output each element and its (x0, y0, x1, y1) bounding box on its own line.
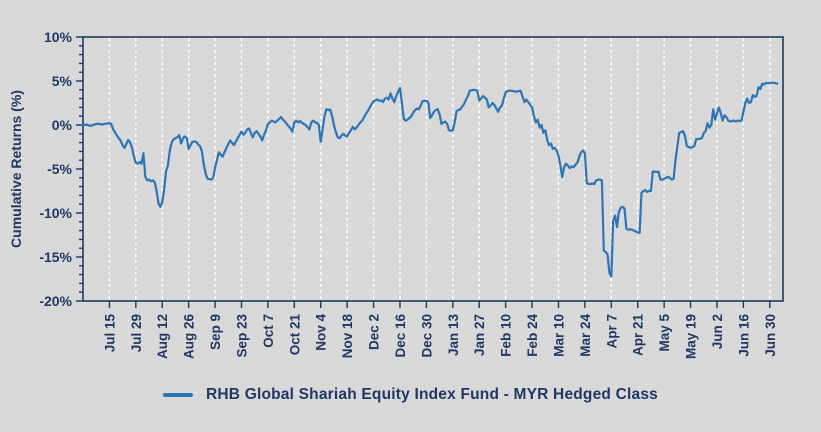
svg-text:-15%: -15% (39, 249, 72, 265)
svg-text:5%: 5% (52, 73, 73, 89)
svg-text:Feb 10: Feb 10 (499, 314, 514, 357)
svg-text:Aug 12: Aug 12 (155, 314, 170, 359)
svg-text:Oct 21: Oct 21 (287, 314, 302, 356)
legend-line-swatch-icon (163, 393, 194, 397)
svg-text:-10%: -10% (39, 205, 72, 221)
svg-text:Aug 26: Aug 26 (182, 314, 197, 360)
svg-text:Cumulative Returns (%): Cumulative Returns (%) (8, 90, 24, 248)
svg-text:Oct 7: Oct 7 (261, 314, 276, 348)
svg-text:Nov 4: Nov 4 (314, 314, 329, 351)
svg-text:Mar 24: Mar 24 (578, 314, 593, 357)
legend-label: RHB Global Shariah Equity Index Fund - M… (206, 386, 658, 403)
svg-text:May 19: May 19 (684, 314, 699, 359)
svg-text:-5%: -5% (47, 161, 72, 177)
svg-text:Nov 18: Nov 18 (340, 314, 355, 359)
svg-text:Dec 2: Dec 2 (367, 314, 382, 350)
svg-text:Apr 7: Apr 7 (604, 314, 619, 349)
svg-text:Mar 10: Mar 10 (551, 314, 566, 357)
svg-text:Jul 15: Jul 15 (102, 314, 117, 353)
svg-text:May 5: May 5 (657, 314, 672, 352)
svg-text:Apr 21: Apr 21 (631, 314, 646, 357)
svg-text:Sep 9: Sep 9 (208, 314, 223, 350)
svg-text:Jan 13: Jan 13 (446, 314, 461, 357)
svg-text:Dec 30: Dec 30 (419, 314, 434, 358)
svg-text:10%: 10% (44, 29, 73, 45)
legend: RHB Global Shariah Equity Index Fund - M… (0, 386, 821, 404)
svg-text:Sep 23: Sep 23 (234, 314, 249, 358)
cumulative-returns-plot: 10% 5% 0% -5% -10% -15% -20% Jul 15 Jul 29 Aug 12… (8, 29, 784, 360)
svg-text:Jan 27: Jan 27 (472, 314, 487, 356)
svg-text:Jun 30: Jun 30 (763, 314, 778, 357)
svg-text:Jun 16: Jun 16 (736, 314, 751, 357)
svg-text:Jul 29: Jul 29 (129, 314, 144, 352)
svg-text:-20%: -20% (39, 293, 72, 309)
svg-text:Jun 2: Jun 2 (710, 314, 725, 349)
svg-text:Dec 16: Dec 16 (393, 314, 408, 358)
svg-text:0%: 0% (52, 117, 73, 133)
svg-text:Feb 24: Feb 24 (525, 314, 540, 357)
